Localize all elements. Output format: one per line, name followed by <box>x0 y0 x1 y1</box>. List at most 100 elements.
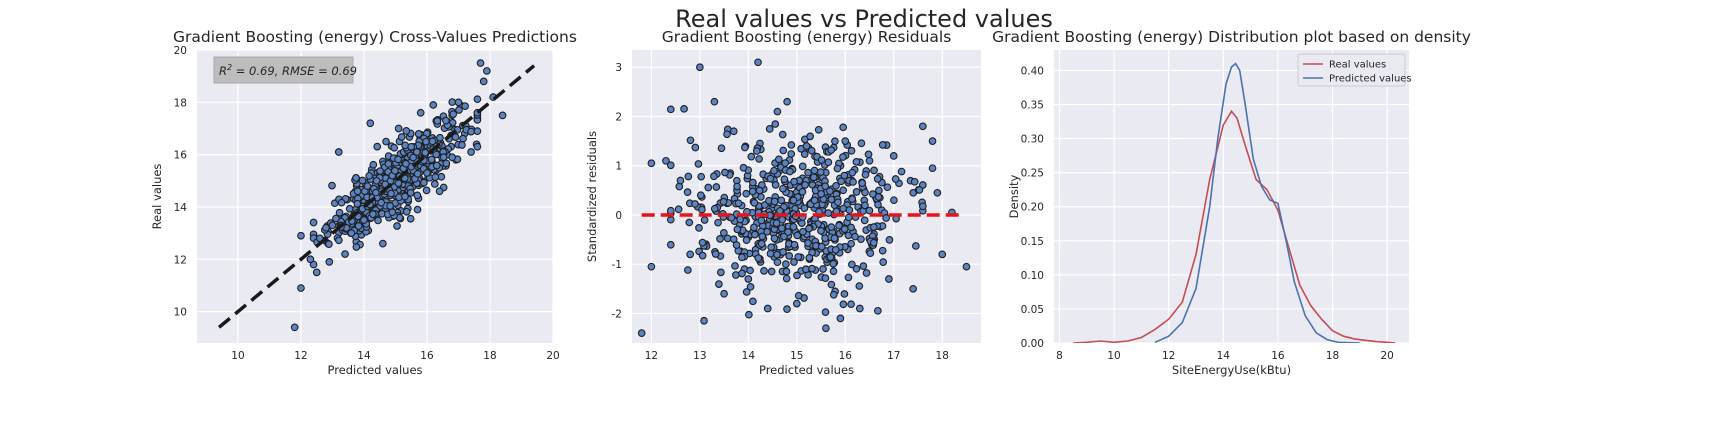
scatter-point <box>787 141 796 149</box>
scatter-point <box>750 223 758 232</box>
scatter-point <box>666 161 675 170</box>
density-curve-predicted <box>1154 62 1360 343</box>
scatter-point <box>793 271 801 280</box>
scatter-point <box>369 210 377 218</box>
scatter-point <box>755 186 764 195</box>
plot-area <box>217 59 536 332</box>
x-tick-label: 18 <box>483 350 496 362</box>
scatter-point <box>391 166 399 175</box>
scatter-point <box>379 239 387 248</box>
scatter-point <box>432 161 441 170</box>
scatter-point <box>710 172 718 181</box>
scatter-point <box>386 202 394 210</box>
y-tick-label: 3 <box>615 62 622 74</box>
scatter-point <box>406 214 415 223</box>
identity-reference-line <box>217 64 536 329</box>
scatter-point <box>413 191 422 200</box>
scatter-point <box>829 290 838 299</box>
y-tick-label: 12 <box>174 254 187 266</box>
scatter-point <box>353 199 362 208</box>
scatter-point <box>852 157 861 166</box>
scatter-point <box>800 150 809 159</box>
scatter-point <box>322 223 330 232</box>
scatter-point <box>804 239 812 247</box>
scatter-point <box>933 188 942 197</box>
scatter-point <box>422 186 431 195</box>
scatter-point <box>716 235 724 243</box>
scatter-point <box>804 168 812 177</box>
scatter-point <box>787 150 796 158</box>
x-tick-label: 14 <box>357 350 371 362</box>
scatter-point <box>911 242 920 250</box>
scatter-point <box>711 250 720 258</box>
scatter-point <box>328 221 337 230</box>
scatter-point <box>763 304 772 313</box>
scatter-point <box>698 251 707 260</box>
scatter-point <box>746 282 755 291</box>
scatter-point <box>874 306 882 315</box>
scatter-point <box>365 172 374 180</box>
x-tick-label: 15 <box>790 350 803 362</box>
scatter-point <box>839 186 848 195</box>
scatter-point <box>793 231 802 240</box>
scatter-point <box>442 116 450 125</box>
y-tick-label: 0.05 <box>1021 304 1044 316</box>
scatter-point <box>910 177 919 186</box>
scatter-point <box>782 267 791 276</box>
scatter-point <box>790 240 799 249</box>
scatter-point <box>890 196 898 205</box>
scatter-point <box>824 158 833 167</box>
density-panel: 8 10 12 14 16 18 20 0.00 0.05 0.10 0.15 0.20 0.25 0.3… <box>992 28 1471 377</box>
scatter-point <box>354 222 363 230</box>
scatter-point <box>374 216 382 225</box>
y-axis-label: Density <box>1007 174 1021 218</box>
scatter-point <box>352 174 360 182</box>
scatter-point <box>861 170 870 179</box>
scatter-point <box>821 308 830 317</box>
scatter-point <box>422 137 430 146</box>
annotation-superscript: 2 <box>227 63 232 72</box>
scatter-point <box>869 190 877 198</box>
scatter-point <box>839 300 848 309</box>
scatter-point <box>694 160 703 168</box>
scatter-point <box>801 181 809 189</box>
scatter-point <box>779 184 787 193</box>
scatter-point <box>792 299 801 308</box>
scatter-point <box>458 141 466 149</box>
scatter-point <box>498 111 507 120</box>
scatter-point <box>771 120 780 128</box>
scatter-point <box>745 310 753 319</box>
scatter-point <box>870 166 878 175</box>
scatter-point <box>666 206 675 215</box>
legend-label: Predicted values <box>1329 74 1412 85</box>
scatter-point <box>844 213 853 222</box>
scatter-point <box>435 187 444 196</box>
scatter-point <box>394 179 403 187</box>
scatter-point <box>334 148 343 156</box>
scatter-point <box>473 95 482 104</box>
scatter-point <box>821 234 829 243</box>
scatter-point <box>928 164 937 173</box>
scatter-point <box>683 188 692 197</box>
scatter-point <box>869 238 878 247</box>
scatter-point <box>733 225 742 234</box>
plot-area <box>1073 62 1396 343</box>
scatter-point <box>810 166 819 175</box>
scatter-point <box>773 250 781 259</box>
scatter-point <box>786 167 794 176</box>
scatter-point <box>332 214 340 223</box>
scatter-point <box>388 208 397 217</box>
y-tick-label: 0.30 <box>1021 134 1044 146</box>
scatter-point <box>836 314 845 323</box>
y-tick-label: 0.15 <box>1021 236 1044 248</box>
scatter-point <box>819 265 827 273</box>
scatter-point <box>312 268 321 277</box>
scatter-point <box>780 175 789 184</box>
scatter-point <box>817 190 825 198</box>
scatter-point <box>433 117 442 125</box>
scatter-point <box>831 137 839 146</box>
scatter-point <box>766 174 775 183</box>
scatter-point <box>822 324 830 333</box>
plot-area <box>637 58 971 338</box>
scatter-point <box>439 153 448 162</box>
